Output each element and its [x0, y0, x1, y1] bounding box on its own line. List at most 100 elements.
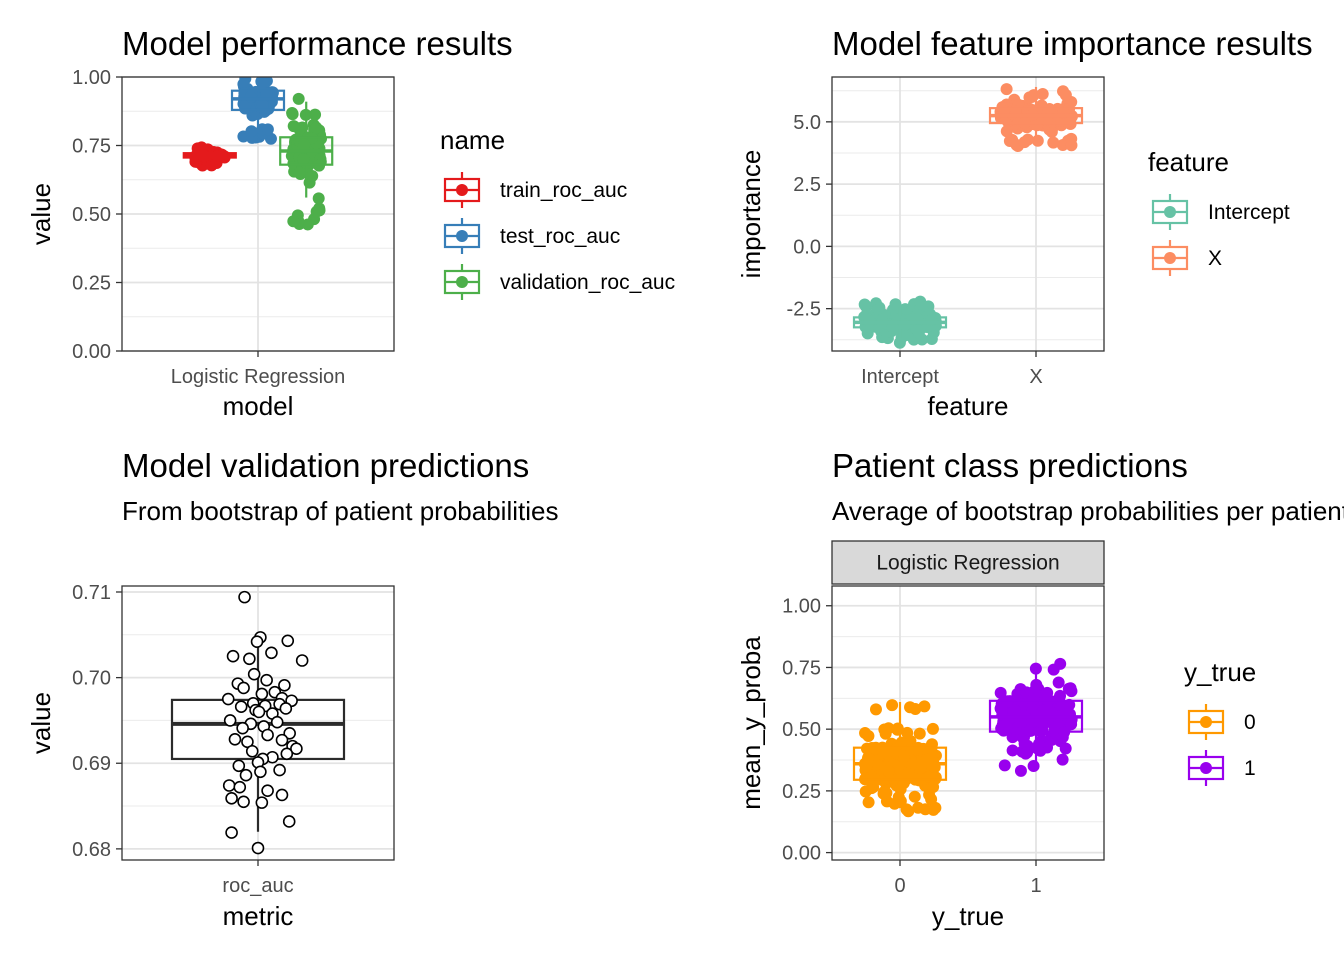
data-point — [261, 123, 274, 136]
x-tick-label: roc_auc — [222, 875, 293, 897]
data-point — [925, 332, 938, 345]
data-point — [245, 125, 258, 138]
legend-label: 0 — [1244, 711, 1256, 734]
data-point — [222, 779, 236, 792]
x-axis-title: feature — [928, 391, 1009, 421]
legend: feature Intercept X — [1148, 147, 1290, 276]
data-point — [278, 679, 291, 692]
data-point — [237, 795, 250, 809]
data-point — [1027, 693, 1040, 706]
data-point — [290, 742, 303, 755]
plot-area — [170, 590, 346, 855]
data-point — [287, 215, 300, 228]
legend-title: feature — [1148, 147, 1229, 177]
chart-title: Model feature importance results — [832, 25, 1313, 62]
data-point — [927, 781, 940, 794]
legend-key-point — [456, 230, 468, 242]
data-point — [1036, 87, 1049, 100]
data-point — [270, 715, 284, 729]
data-point — [912, 801, 925, 814]
data-point — [225, 826, 238, 839]
data-point — [309, 108, 322, 121]
data-point — [234, 700, 248, 714]
legend-label: validation_roc_auc — [500, 271, 675, 294]
data-point — [858, 298, 871, 311]
data-point — [1000, 125, 1013, 138]
chart-title: Model validation predictions — [122, 447, 529, 484]
data-point — [891, 722, 904, 735]
data-point — [232, 759, 246, 773]
data-point — [237, 681, 250, 695]
data-point — [900, 803, 913, 816]
legend-key-train_roc_auc — [443, 172, 481, 208]
data-point — [904, 701, 917, 714]
data-point — [279, 702, 293, 715]
data-point — [261, 728, 274, 742]
data-point — [226, 649, 240, 663]
data-point — [205, 159, 218, 172]
data-point — [280, 747, 294, 761]
plot-area — [852, 657, 1084, 818]
panel-border — [121, 76, 395, 352]
data-point — [902, 767, 915, 780]
importance-chart: Model feature importance results -2.5 0.0 2… — [736, 25, 1313, 421]
y-tick-label: 0.0 — [793, 236, 821, 258]
data-point — [882, 765, 895, 778]
y-tick-label: 5.0 — [793, 112, 821, 134]
data-point — [925, 313, 938, 326]
data-point — [859, 772, 872, 785]
data-point — [223, 714, 237, 727]
data-point — [297, 153, 310, 166]
legend-key-point — [456, 276, 468, 288]
data-point — [261, 784, 274, 797]
data-point — [255, 687, 269, 701]
data-point — [283, 726, 296, 740]
data-point — [287, 120, 300, 133]
data-point — [237, 78, 250, 91]
data-point — [889, 298, 902, 311]
data-point — [310, 205, 323, 218]
data-point — [1031, 134, 1044, 147]
data-point — [251, 841, 265, 855]
x-tick-label: X — [1029, 366, 1042, 388]
data-point — [994, 686, 1007, 699]
legend-key-X — [1151, 240, 1189, 276]
series-0-box — [852, 702, 948, 809]
y-axis-title: value — [26, 183, 56, 245]
legend: y_true 0 1 — [1184, 657, 1256, 786]
x-axis-title: y_true — [932, 901, 1004, 931]
data-point — [255, 796, 269, 809]
data-point — [1018, 737, 1031, 750]
legend-key-point — [1164, 252, 1176, 264]
plot-area — [852, 83, 1084, 349]
x-axis-title: metric — [223, 901, 294, 931]
y-tick-label: 0.75 — [72, 136, 111, 158]
data-point — [1062, 682, 1075, 695]
facet-strip-label: Logistic Regression — [876, 552, 1059, 575]
chart-subtitle: Average of bootstrap probabilities per p… — [832, 496, 1344, 526]
legend-key-point — [1164, 206, 1176, 218]
data-point — [889, 745, 902, 758]
y-tick-label: 0.00 — [72, 341, 111, 363]
data-point — [1047, 136, 1060, 149]
data-point — [265, 646, 278, 660]
y-tick-label: 0.00 — [782, 843, 821, 865]
data-point — [233, 780, 247, 794]
series-Intercept-box — [852, 306, 948, 339]
roc-auc-points — [221, 590, 309, 855]
data-point — [250, 635, 264, 648]
data-point — [998, 759, 1011, 772]
data-point — [238, 590, 251, 604]
y-tick-label: 0.70 — [72, 668, 111, 690]
y-tick-label: 0.50 — [72, 204, 111, 226]
data-point — [1032, 737, 1045, 750]
y-tick-label: 0.69 — [72, 753, 111, 775]
data-point — [243, 652, 256, 666]
y-tick-label: 0.50 — [782, 719, 821, 741]
data-point — [1018, 136, 1031, 149]
data-point — [895, 736, 908, 749]
y-axis-title: value — [26, 692, 56, 754]
data-point — [1014, 716, 1027, 729]
legend-key-point — [1200, 762, 1212, 774]
data-point — [312, 192, 325, 205]
